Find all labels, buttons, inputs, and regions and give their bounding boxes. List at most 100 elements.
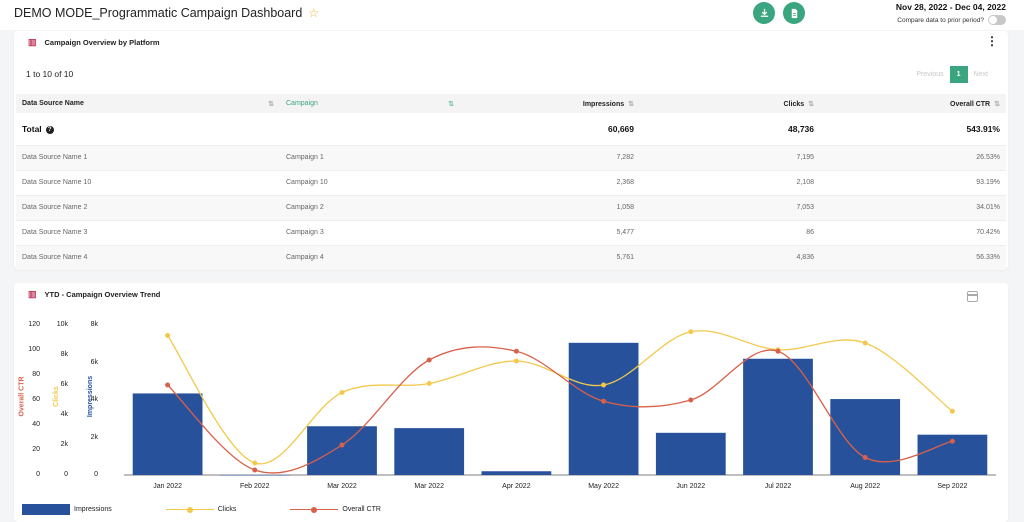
dashboard-title-text: DEMO MODE_Programmatic Campaign Dashboar… — [14, 6, 303, 20]
star-icon[interactable]: ☆ — [308, 6, 320, 20]
col-header-impressions[interactable]: Impressions ⇅ — [460, 94, 640, 113]
ctr-point[interactable] — [688, 397, 694, 403]
compare-toggle[interactable] — [988, 15, 1006, 25]
cell-impressions: 5,761 — [460, 245, 640, 271]
ctr-point[interactable] — [165, 382, 171, 388]
cell-clicks: 86 — [640, 220, 820, 246]
legend-swatch-impressions — [22, 504, 70, 515]
overview-table: Data Source Name ⇅ Campaign ⇅ Impressions ⇅… — [16, 94, 1006, 271]
row-range: 1 to 10 of 10 — [26, 69, 74, 79]
table-row: Data Source Name 10 Campaign 10 2,368 2,… — [16, 170, 1006, 196]
previous-button[interactable]: Previous — [916, 71, 944, 78]
tick-label-impressions: 4k — [90, 396, 98, 403]
dashboard-title: DEMO MODE_Programmatic Campaign Dashboar… — [14, 6, 319, 20]
cell-source: Data Source Name 2 — [16, 195, 280, 221]
calendar-icon[interactable] — [967, 291, 978, 302]
clicks-point[interactable] — [601, 382, 607, 388]
card-title: ▥ Campaign Overview by Platform — [28, 37, 160, 48]
impressions-bar[interactable] — [394, 428, 465, 475]
cell-impressions: 5,477 — [460, 220, 640, 246]
impressions-bar[interactable] — [307, 426, 377, 475]
card-title-text: YTD - Campaign Overview Trend — [44, 290, 161, 299]
tick-label-clicks: 6k — [60, 381, 68, 388]
clicks-point[interactable] — [862, 340, 868, 346]
impressions-bar[interactable] — [830, 399, 901, 475]
trend-chart — [124, 329, 996, 476]
legend-label: Impressions — [74, 506, 112, 513]
tick-label-ctr: 60 — [32, 396, 40, 403]
clicks-point[interactable] — [339, 390, 345, 395]
sort-icon: ⇅ — [994, 100, 1000, 108]
impressions-bar[interactable] — [132, 393, 203, 475]
cell-impressions: 7,282 — [460, 145, 640, 171]
total-label: Total? — [16, 113, 280, 146]
legend-clicks[interactable]: Clicks — [165, 506, 237, 514]
bar-chart-icon: ▥ — [28, 289, 37, 299]
col-header-source[interactable]: Data Source Name ⇅ — [16, 94, 280, 113]
clicks-point[interactable] — [949, 408, 955, 414]
date-range[interactable]: Nov 28, 2022 - Dec 04, 2022 — [895, 2, 1006, 12]
legend-swatch-ctr — [290, 506, 339, 514]
x-tick-label: Aug 2022 — [850, 483, 881, 490]
impressions-bar[interactable] — [568, 342, 639, 475]
cell-impressions: 2,368 — [460, 170, 640, 196]
x-tick-label: Jun 2022 — [676, 483, 706, 490]
impressions-bar[interactable] — [655, 432, 726, 475]
clicks-point[interactable] — [426, 381, 432, 386]
x-tick-label: Jan 2022 — [153, 483, 182, 490]
cell-ctr: 26.53% — [820, 145, 1006, 171]
clicks-point[interactable] — [252, 460, 258, 466]
total-clicks: 48,736 — [640, 113, 820, 146]
ctr-point[interactable] — [426, 357, 432, 363]
legend-ctr[interactable]: Overall CTR — [290, 506, 381, 514]
sort-icon: ⇅ — [628, 100, 634, 108]
impressions-bar[interactable] — [743, 358, 813, 475]
col-header-clicks[interactable]: Clicks ⇅ — [640, 94, 820, 113]
page-1-button[interactable]: 1 — [949, 66, 968, 83]
ctr-point[interactable] — [949, 438, 955, 444]
legend-label: Clicks — [217, 506, 237, 513]
ctr-point[interactable] — [862, 455, 868, 460]
impressions-bar[interactable] — [481, 471, 552, 475]
cell-ctr: 56.33% — [820, 245, 1006, 271]
bar-chart-icon: ▥ — [28, 37, 37, 47]
cell-source: Data Source Name 10 — [16, 170, 280, 196]
chart-legend: Impressions Clicks Overall CTR — [22, 504, 435, 515]
total-ctr: 543.91% — [820, 113, 1006, 146]
x-tick-label: Mar 2022 — [327, 483, 357, 490]
download-button[interactable] — [753, 2, 775, 24]
ctr-point[interactable] — [601, 398, 607, 404]
clicks-point[interactable] — [165, 333, 171, 338]
table-header-row: Data Source Name ⇅ Campaign ⇅ Impressions ⇅… — [16, 94, 1006, 113]
tick-label-ctr: 100 — [28, 346, 40, 353]
ctr-point[interactable] — [339, 442, 345, 448]
legend-impressions[interactable]: Impressions — [22, 504, 112, 515]
report-button[interactable] — [783, 2, 805, 24]
more-options-icon[interactable]: ⋮ — [986, 34, 998, 48]
cell-campaign: Campaign 3 — [280, 220, 460, 246]
download-icon — [760, 8, 768, 17]
cell-clicks: 7,195 — [640, 145, 820, 171]
campaign-overview-card: ▥ Campaign Overview by Platform ⋮ 1 to 1… — [14, 31, 1008, 271]
next-button[interactable]: Next — [973, 71, 988, 78]
tick-label-impressions: 0 — [94, 471, 98, 478]
tick-label-ctr: 80 — [32, 371, 40, 378]
tick-label-impressions: 6k — [90, 358, 98, 366]
cell-source: Data Source Name 4 — [16, 245, 280, 271]
trend-card: ▥ YTD - Campaign Overview Trend Overall … — [14, 283, 1008, 522]
ctr-point[interactable] — [513, 348, 519, 354]
cell-campaign: Campaign 1 — [280, 145, 460, 171]
cell-ctr: 34.01% — [820, 195, 1006, 221]
ctr-point[interactable] — [775, 348, 781, 354]
tick-label-clicks: 4k — [60, 411, 68, 418]
impressions-bar[interactable] — [219, 475, 290, 476]
clicks-point[interactable] — [513, 358, 519, 364]
col-header-ctr[interactable]: Overall CTR ⇅ — [820, 94, 1006, 113]
ctr-point[interactable] — [252, 467, 258, 473]
col-header-campaign[interactable]: Campaign ⇅ — [280, 94, 460, 113]
clicks-point[interactable] — [688, 329, 694, 335]
tick-label-clicks: 8k — [60, 351, 68, 358]
info-icon[interactable]: ? — [45, 125, 54, 134]
cell-clicks: 4,836 — [640, 245, 820, 271]
cell-ctr: 70.42% — [820, 220, 1006, 246]
